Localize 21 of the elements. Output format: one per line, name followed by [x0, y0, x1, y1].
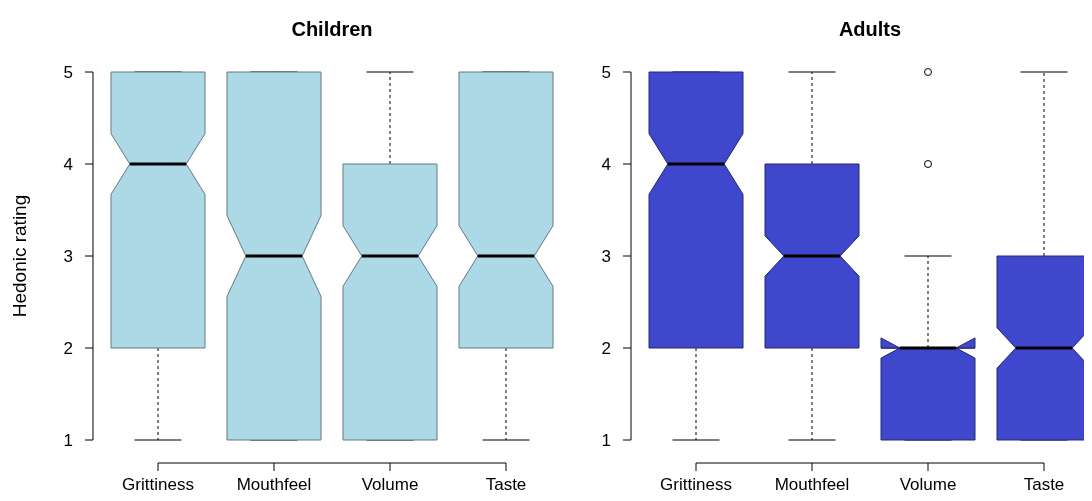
x-tick-label: Taste [1023, 475, 1065, 494]
y-axis-title: Hedonic rating [9, 194, 30, 318]
y-tick-label: 4 [63, 154, 73, 174]
x-tick-label: Grittiness [660, 475, 732, 494]
y-tick-label: 5 [601, 62, 611, 82]
x-tick-label: Mouthfeel [236, 475, 312, 494]
x-tick-label: Volume [361, 475, 419, 494]
y-tick-label: 1 [601, 430, 611, 450]
x-tick-label: Grittiness [122, 475, 194, 494]
x-tick-label: Volume [899, 475, 957, 494]
y-tick-label: 3 [63, 246, 73, 266]
y-tick-label: 2 [63, 338, 73, 358]
y-tick-label: 3 [601, 246, 611, 266]
y-tick-label: 1 [63, 430, 73, 450]
y-tick-label: 2 [601, 338, 611, 358]
x-tick-label: Mouthfeel [774, 475, 850, 494]
x-tick-label: Taste [485, 475, 527, 494]
y-tick-label: 5 [63, 62, 73, 82]
chart-title: Children [291, 18, 373, 40]
y-tick-label: 4 [601, 154, 611, 174]
chart-title: Adults [838, 18, 902, 40]
